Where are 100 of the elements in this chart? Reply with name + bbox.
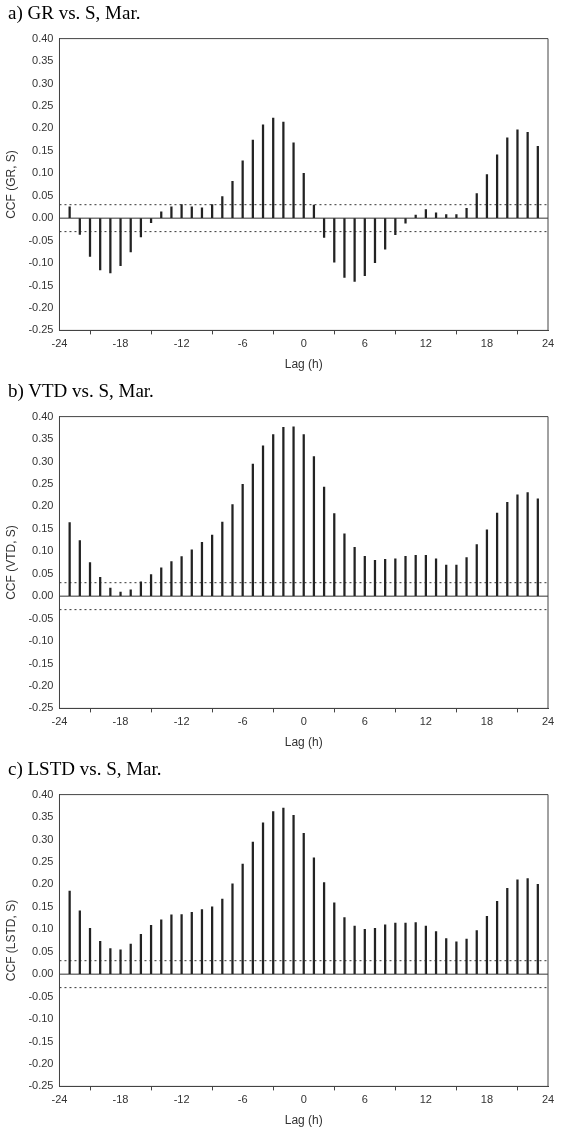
x-tick-label: 12 (419, 1093, 432, 1106)
y-tick-label: 0.25 (32, 854, 54, 867)
x-tick-label: -24 (51, 1093, 68, 1106)
bar (231, 181, 234, 218)
y-tick-label: 0.40 (32, 787, 54, 800)
y-tick-label: 0.10 (32, 166, 54, 179)
y-tick-label: 0.30 (32, 76, 54, 89)
bar (282, 807, 285, 974)
bar (78, 218, 81, 235)
chart-title: a) GR vs. S, Mar. (8, 2, 141, 24)
x-tick-label: 18 (480, 337, 494, 350)
x-tick-label: -24 (51, 337, 68, 350)
bar (516, 494, 519, 596)
bar (119, 949, 122, 974)
x-tick-label: -18 (112, 1093, 129, 1106)
bar (231, 504, 234, 596)
x-tick-label: -12 (173, 715, 190, 728)
y-tick-label: 0.15 (32, 143, 54, 156)
y-tick-label: 0.00 (32, 589, 54, 602)
x-tick-label: 6 (361, 1093, 368, 1106)
bar (343, 533, 346, 596)
y-tick-label: -0.05 (28, 233, 54, 246)
bar (343, 917, 346, 974)
y-tick-label: 0.25 (32, 476, 54, 489)
y-tick-label: 0.20 (32, 877, 54, 890)
y-tick-label: 0.15 (32, 521, 54, 534)
y-tick-label: 0.00 (32, 211, 54, 224)
y-tick-label: 0.30 (32, 454, 54, 467)
bar (170, 561, 173, 596)
x-axis-title: Lag (h) (284, 357, 323, 372)
y-tick-label: 0.05 (32, 188, 54, 201)
y-tick-label: -0.15 (28, 1034, 54, 1047)
y-tick-label: 0.05 (32, 566, 54, 579)
y-tick-label: -0.20 (28, 300, 54, 313)
x-tick-label: -12 (173, 337, 190, 350)
bar (292, 142, 295, 218)
x-tick-label: 24 (541, 715, 555, 728)
y-tick-label: -0.15 (28, 278, 54, 291)
bar (434, 212, 438, 218)
bar (516, 129, 519, 218)
bar (445, 214, 448, 218)
bar (404, 922, 407, 974)
bar (139, 581, 143, 596)
y-tick-label: 0.35 (32, 54, 54, 67)
y-tick-label: -0.05 (28, 611, 54, 624)
bar (353, 925, 356, 974)
x-tick-label: -6 (237, 715, 248, 728)
y-tick-label: 0.20 (32, 121, 54, 134)
y-tick-label: 0.20 (32, 499, 54, 512)
y-tick-label: 0.35 (32, 810, 54, 823)
bar (88, 218, 92, 257)
bar (231, 883, 234, 974)
y-tick-label: 0.10 (32, 544, 54, 557)
bar (353, 218, 356, 282)
y-tick-label: 0.25 (32, 98, 54, 111)
chart-title: c) LSTD vs. S, Mar. (8, 758, 162, 780)
y-tick-label: -0.20 (28, 678, 54, 691)
x-tick-label: 18 (480, 715, 494, 728)
bar (292, 814, 295, 974)
y-tick-label: 0.00 (32, 967, 54, 980)
chart-title: b) VTD vs. S, Mar. (8, 380, 154, 402)
bar (424, 209, 427, 218)
bar (353, 546, 356, 596)
bar (465, 557, 468, 596)
y-tick-label: -0.10 (28, 1012, 54, 1025)
x-tick-label: 6 (361, 715, 368, 728)
bar (149, 574, 153, 596)
y-axis-title: CCF (LSTD, S) (3, 899, 18, 982)
x-tick-label: 0 (300, 337, 307, 350)
bar (149, 218, 153, 223)
bar (465, 938, 468, 974)
bar (282, 121, 285, 218)
bar (282, 427, 285, 596)
x-tick-label: 12 (419, 337, 432, 350)
y-tick-label: -0.10 (28, 634, 54, 647)
bar (119, 218, 122, 267)
bar (180, 914, 183, 974)
y-tick-label: -0.20 (28, 1056, 54, 1069)
y-tick-label: -0.25 (28, 323, 54, 336)
x-tick-label: -18 (112, 715, 129, 728)
x-tick-label: 24 (541, 337, 555, 350)
y-tick-label: 0.35 (32, 432, 54, 445)
x-tick-label: 24 (541, 1093, 555, 1106)
y-tick-label: 0.40 (32, 409, 54, 422)
bar (221, 196, 224, 218)
y-axis-title: CCF (VTD, S) (3, 525, 18, 600)
bar (109, 948, 112, 974)
y-tick-label: -0.25 (28, 1079, 54, 1092)
x-axis-title: Lag (h) (284, 1113, 323, 1128)
x-tick-label: 6 (361, 337, 368, 350)
bar (322, 218, 326, 238)
bar (404, 555, 407, 596)
x-tick-label: 0 (300, 715, 307, 728)
x-tick-label: -6 (237, 337, 248, 350)
bar (211, 204, 214, 218)
x-tick-label: -18 (112, 337, 129, 350)
bar (404, 218, 407, 224)
y-tick-label: -0.25 (28, 701, 54, 714)
y-tick-label: 0.05 (32, 944, 54, 957)
bar (170, 914, 173, 974)
